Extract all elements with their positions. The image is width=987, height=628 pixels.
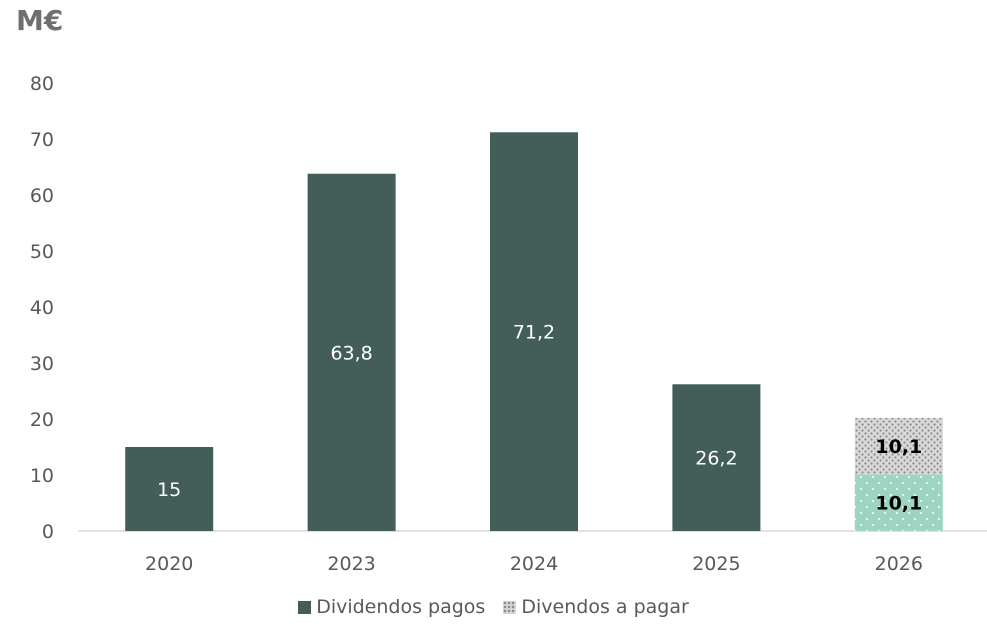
bar-dividendos-pagos-2023 — [307, 173, 396, 531]
y-tick-label: 10 — [30, 465, 54, 487]
bar-divendos-a-pagar-2026 — [854, 417, 943, 475]
data-label: 10,1 — [875, 493, 922, 515]
y-tick-label: 30 — [30, 353, 54, 375]
legend-swatch-to-pay — [503, 600, 517, 614]
legend: Dividendos pagos Divendos a pagar — [0, 596, 987, 619]
legend-swatch-paid — [298, 600, 312, 614]
y-tick-label: 20 — [30, 409, 54, 431]
legend-label-to-pay: Divendos a pagar — [521, 596, 689, 618]
x-tick-label: 2025 — [692, 553, 740, 575]
bar-dividendos-pagos-2025 — [672, 384, 761, 531]
y-tick-label: 50 — [30, 241, 54, 263]
data-label: 15 — [157, 479, 181, 501]
y-axis-unit-label: M€ — [16, 4, 64, 37]
y-tick-label: 0 — [42, 521, 54, 543]
x-tick-label: 2026 — [875, 553, 923, 575]
data-label: 71,2 — [513, 322, 555, 344]
data-label: 26,2 — [695, 448, 737, 470]
x-tick-label: 2024 — [510, 553, 558, 575]
x-tick-label: 2020 — [145, 553, 193, 575]
data-label: 10,1 — [875, 436, 922, 458]
bar-dividendos-pagos-2020 — [125, 447, 214, 531]
y-tick-label: 60 — [30, 185, 54, 207]
bar-dividendos-pagos-2024 — [490, 132, 578, 531]
y-tick-label: 80 — [30, 73, 54, 95]
bar-dividendos-pagos-2026 — [854, 474, 943, 531]
x-tick-label: 2023 — [327, 553, 375, 575]
legend-label-paid: Dividendos pagos — [316, 596, 486, 618]
y-tick-label: 40 — [30, 297, 54, 319]
data-label: 63,8 — [330, 342, 372, 364]
legend-item-to-pay: Divendos a pagar — [503, 596, 689, 618]
legend-item-paid: Dividendos pagos — [298, 596, 485, 618]
y-tick-label: 70 — [30, 129, 54, 151]
